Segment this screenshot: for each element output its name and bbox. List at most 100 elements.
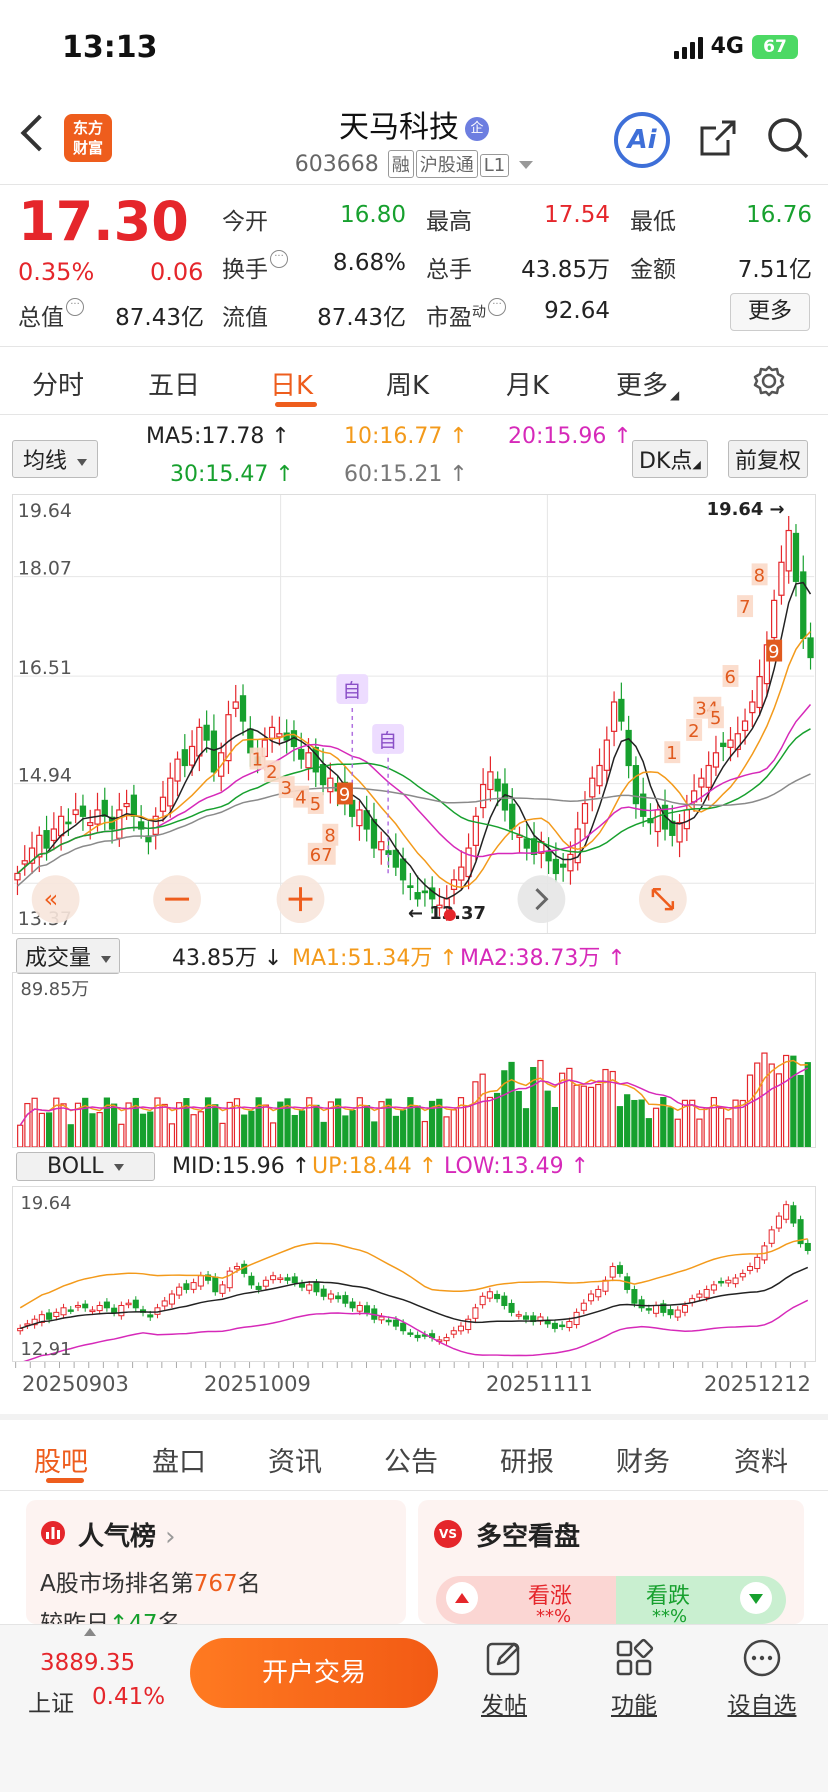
volume-chart[interactable]: 89.85万: [12, 972, 816, 1148]
ranking-icon: [41, 1521, 65, 1545]
volume-bar: [501, 1070, 508, 1147]
index-switch-icon[interactable]: [84, 1628, 96, 1636]
vol-ma2: MA2:38.73万: [460, 946, 601, 971]
ma-selector[interactable]: 均线: [12, 440, 99, 478]
change-percent: 0.35%: [18, 258, 95, 286]
svg-text:7: 7: [739, 597, 750, 618]
tab-pankou[interactable]: 盘口: [152, 1447, 206, 1478]
tab-more[interactable]: 更多 ◢: [616, 365, 679, 402]
tab-finance[interactable]: 财务: [616, 1447, 670, 1478]
volume-bar: [602, 1068, 609, 1147]
candle: [312, 738, 319, 787]
info-icon[interactable]: ···: [270, 250, 288, 268]
volume-bar: [96, 1111, 103, 1147]
tab-profile[interactable]: 资料: [734, 1447, 788, 1478]
popularity-title: 人气榜 ›: [78, 1516, 175, 1553]
right-icon[interactable]: [517, 875, 566, 924]
battery-level: 67: [763, 36, 787, 57]
boll-selector-label: BOLL: [47, 1154, 104, 1179]
svg-text:2: 2: [266, 762, 277, 783]
boll-up-label: UP:18.44 ↑: [312, 1154, 438, 1179]
tab-research[interactable]: 研报: [500, 1447, 554, 1478]
volume-bar: [472, 1081, 479, 1147]
dropdown-icon: [77, 458, 88, 466]
tab-weekly-k[interactable]: 周K: [386, 371, 430, 401]
tab-monthly-k[interactable]: 月K: [506, 371, 550, 401]
volume-bar: [530, 1067, 537, 1147]
bear-button[interactable]: 看跌 **%: [616, 1576, 786, 1624]
kline-chart[interactable]: 19.64 18.07 16.51 14.94 13.37 19.64 → ← …: [12, 494, 816, 934]
post-label[interactable]: 发帖: [481, 1693, 527, 1719]
boll-candle: [219, 1280, 226, 1298]
candle: [290, 720, 298, 762]
volume-bar: [746, 1074, 754, 1147]
candle: [610, 691, 618, 747]
tab-notice[interactable]: 公告: [384, 1447, 438, 1478]
svg-text:4: 4: [295, 788, 306, 809]
watchlist-icon[interactable]: [742, 1638, 782, 1678]
candle: [392, 833, 399, 876]
volume-bar: [768, 1063, 775, 1147]
bull-button[interactable]: 看涨 **%: [436, 1576, 616, 1624]
boll-selector[interactable]: BOLL: [16, 1152, 155, 1181]
index-pct[interactable]: 0.41%: [92, 1684, 166, 1710]
boll-candle: [631, 1285, 638, 1308]
boll-candle: [472, 1303, 479, 1323]
boll-chart[interactable]: 19.64 12.91: [12, 1186, 816, 1362]
share-icon[interactable]: [698, 118, 738, 158]
stock-name: 天马科技: [339, 110, 459, 145]
watchlist-label[interactable]: 设自选: [727, 1693, 797, 1719]
volume-bar: [710, 1096, 718, 1147]
stock-code-line[interactable]: 603668 融沪股通 L1: [0, 150, 828, 178]
more-button[interactable]: 更多: [730, 293, 810, 331]
tab-fiveday[interactable]: 五日: [148, 371, 201, 401]
function-label[interactable]: 功能: [611, 1693, 657, 1719]
double-left-icon[interactable]: [31, 875, 80, 924]
svg-text:67: 67: [310, 845, 333, 866]
tab-daily-k[interactable]: 日K: [270, 371, 314, 401]
tab-timeshare[interactable]: 分时: [32, 371, 85, 401]
boll-candle: [580, 1299, 587, 1315]
boll-candle: [544, 1316, 551, 1328]
candle: [28, 831, 36, 874]
bullbear-card[interactable]: VS 多空看盘 看涨 **% 看跌 **%: [418, 1500, 804, 1624]
dk-point-button[interactable]: DK点◢: [632, 440, 708, 478]
boll-candle: [797, 1215, 804, 1248]
function-grid-icon[interactable]: [614, 1638, 654, 1678]
boll-candle: [783, 1200, 790, 1224]
settings-gear-icon[interactable]: [752, 364, 786, 398]
candle: [407, 872, 414, 901]
index-value[interactable]: 3889.35: [40, 1650, 136, 1676]
candle: [567, 841, 574, 885]
ma5-label: MA5:17.78: [146, 424, 265, 449]
svg-text:«: «: [44, 885, 59, 913]
ma30-line: [17, 728, 811, 875]
volume-bar: [363, 1105, 371, 1147]
boll-candle: [306, 1280, 313, 1295]
candle: [581, 791, 589, 838]
volume-bar: [219, 1122, 226, 1147]
boll-candle: [804, 1239, 811, 1255]
volume-bar: [298, 1110, 306, 1147]
info-icon[interactable]: ···: [66, 298, 84, 316]
tab-guba[interactable]: 股吧: [34, 1447, 88, 1478]
open-value: 16.80: [340, 202, 406, 228]
boll-candle: [486, 1287, 493, 1303]
volume-bars: [17, 1052, 811, 1147]
tab-news[interactable]: 资讯: [268, 1447, 322, 1478]
info-icon[interactable]: ···: [488, 298, 506, 316]
adjust-button[interactable]: 前复权: [728, 440, 809, 478]
candle: [640, 777, 647, 827]
boll-candle: [349, 1298, 356, 1312]
ai-button[interactable]: Ai: [614, 112, 670, 168]
search-icon[interactable]: [766, 116, 810, 160]
popularity-card[interactable]: 人气榜 › A股市场排名第767名 较昨日↑47名: [26, 1500, 406, 1624]
boll-mid-label: MID:15.96 ↑: [172, 1154, 311, 1179]
date-label-4: 20251212: [704, 1372, 811, 1396]
trade-button[interactable]: 开户交易: [190, 1638, 438, 1708]
ma10-value: 10:16.77 ↑: [344, 424, 468, 449]
volume-selector[interactable]: 成交量: [16, 938, 121, 974]
post-icon[interactable]: [484, 1638, 524, 1678]
index-name[interactable]: 上证: [28, 1691, 74, 1717]
candle: [363, 795, 370, 842]
